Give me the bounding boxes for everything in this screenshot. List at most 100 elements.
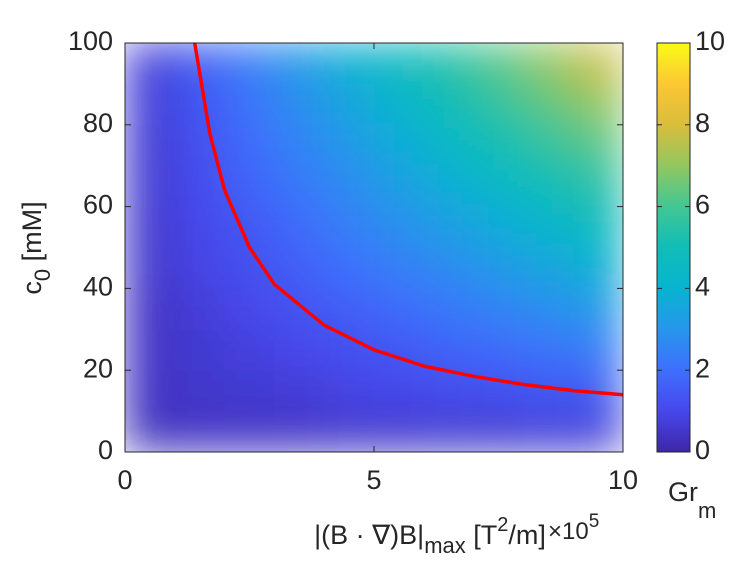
heatmap-cell (423, 328, 475, 371)
x-multiplier: ×105 (548, 511, 599, 545)
heatmap-cell (323, 124, 375, 167)
heatmap-cell (125, 369, 176, 412)
contour-line (192, 43, 623, 397)
heatmap-cell (125, 328, 176, 371)
heatmap-cell (125, 165, 176, 208)
y-tick-label: 100 (68, 26, 113, 56)
heatmap-cell (473, 83, 524, 126)
heatmap-cell (572, 410, 623, 452)
heatmap-cell (224, 165, 275, 208)
heatmap-cell (423, 369, 475, 412)
y-tick-label: 80 (83, 108, 113, 138)
heatmap-cell (323, 83, 375, 126)
x-label-sub: max (424, 533, 466, 558)
heatmap-cell (373, 410, 425, 452)
x-tick-label: 5 (366, 465, 381, 495)
x-label-unit-end: /m] (508, 520, 546, 550)
colorbar-tick-label: 10 (695, 26, 725, 56)
heatmap-cell (273, 83, 325, 126)
heatmap-cell (174, 287, 226, 330)
heatmap-cell (423, 247, 475, 289)
heatmap-cell (423, 124, 475, 167)
heatmap-cell (522, 247, 574, 289)
heatmap-cell (174, 410, 226, 452)
heatmap-cell (522, 206, 574, 248)
heatmap-cell (323, 43, 375, 85)
heatmap-cell (522, 83, 574, 126)
heatmap-cell (323, 328, 375, 371)
heatmap-cell (273, 369, 325, 412)
heatmap-cell (273, 287, 325, 330)
heatmap-cell (273, 247, 325, 289)
heatmap-cell (423, 410, 475, 452)
heatmap-cell (174, 83, 226, 126)
heatmap-cell (224, 43, 275, 85)
heatmap-cell (522, 124, 574, 167)
y-tick-label: 40 (83, 272, 113, 302)
heatmap-cell (473, 328, 524, 371)
heatmap-cell (174, 206, 226, 248)
y-axis-label: c0 [mM] (17, 201, 55, 294)
heatmap-cell (572, 287, 623, 330)
colorbar-label-sub: m (698, 498, 716, 523)
heatmap-cell (473, 287, 524, 330)
heatmap-cell (224, 287, 275, 330)
heatmap-cell (572, 43, 623, 85)
x-multiplier-base: ×10 (548, 518, 589, 545)
heatmap-cell (273, 165, 325, 208)
heatmap-cell (174, 369, 226, 412)
heatmap-cell (423, 165, 475, 208)
heatmap-cell (522, 287, 574, 330)
heatmap-cell (125, 43, 176, 85)
colorbar-label-main: Gr (668, 477, 698, 507)
heatmap (125, 43, 623, 452)
y-label-main: c (17, 281, 47, 295)
heatmap-cell (572, 328, 623, 371)
y-tick-label: 60 (83, 190, 113, 220)
heatmap-cell (522, 43, 574, 85)
heatmap-cell (174, 328, 226, 371)
heatmap-cell (522, 410, 574, 452)
heatmap-cell (125, 206, 176, 248)
colorbar-tick-label: 6 (695, 190, 710, 220)
y-tick-label: 0 (98, 435, 113, 465)
heatmap-cell (174, 165, 226, 208)
heatmap-cell (323, 247, 375, 289)
heatmap-cell (273, 124, 325, 167)
heatmap-cell (224, 83, 275, 126)
y-label-sub: 0 (30, 269, 55, 281)
heatmap-cell (473, 165, 524, 208)
heatmap-cell (174, 247, 226, 289)
heatmap-cell (373, 369, 425, 412)
colorbar (656, 42, 691, 453)
heatmap-cell (224, 124, 275, 167)
heatmap-cell (373, 43, 425, 85)
colorbar-tick-label: 8 (695, 108, 710, 138)
heatmap-cell (423, 287, 475, 330)
heatmap-cell (373, 287, 425, 330)
colorbar-tick-label: 0 (695, 435, 710, 465)
heatmap-cell (373, 247, 425, 289)
x-multiplier-exp: 5 (589, 511, 600, 532)
heatmap-cell (323, 287, 375, 330)
heatmap-cell (323, 369, 375, 412)
colorbar-tick-label: 4 (695, 272, 710, 302)
heatmap-cell (572, 165, 623, 208)
heatmap-cell (224, 410, 275, 452)
y-label-unit: [mM] (17, 201, 47, 269)
heatmap-cell (373, 124, 425, 167)
heatmap-cell (224, 369, 275, 412)
heatmap-cell (473, 124, 524, 167)
heatmap-cell (224, 328, 275, 371)
heatmap-cell (522, 328, 574, 371)
heatmap-cell (572, 247, 623, 289)
heatmap-cell (125, 124, 176, 167)
heatmap-cell (423, 43, 475, 85)
colorbar-label: Grm (668, 477, 716, 523)
heatmap-cell (323, 206, 375, 248)
heatmap-cell (224, 247, 275, 289)
x-label-unit: [T (466, 520, 498, 550)
y-tick-label: 20 (83, 353, 113, 383)
x-tick-label: 10 (608, 465, 638, 495)
